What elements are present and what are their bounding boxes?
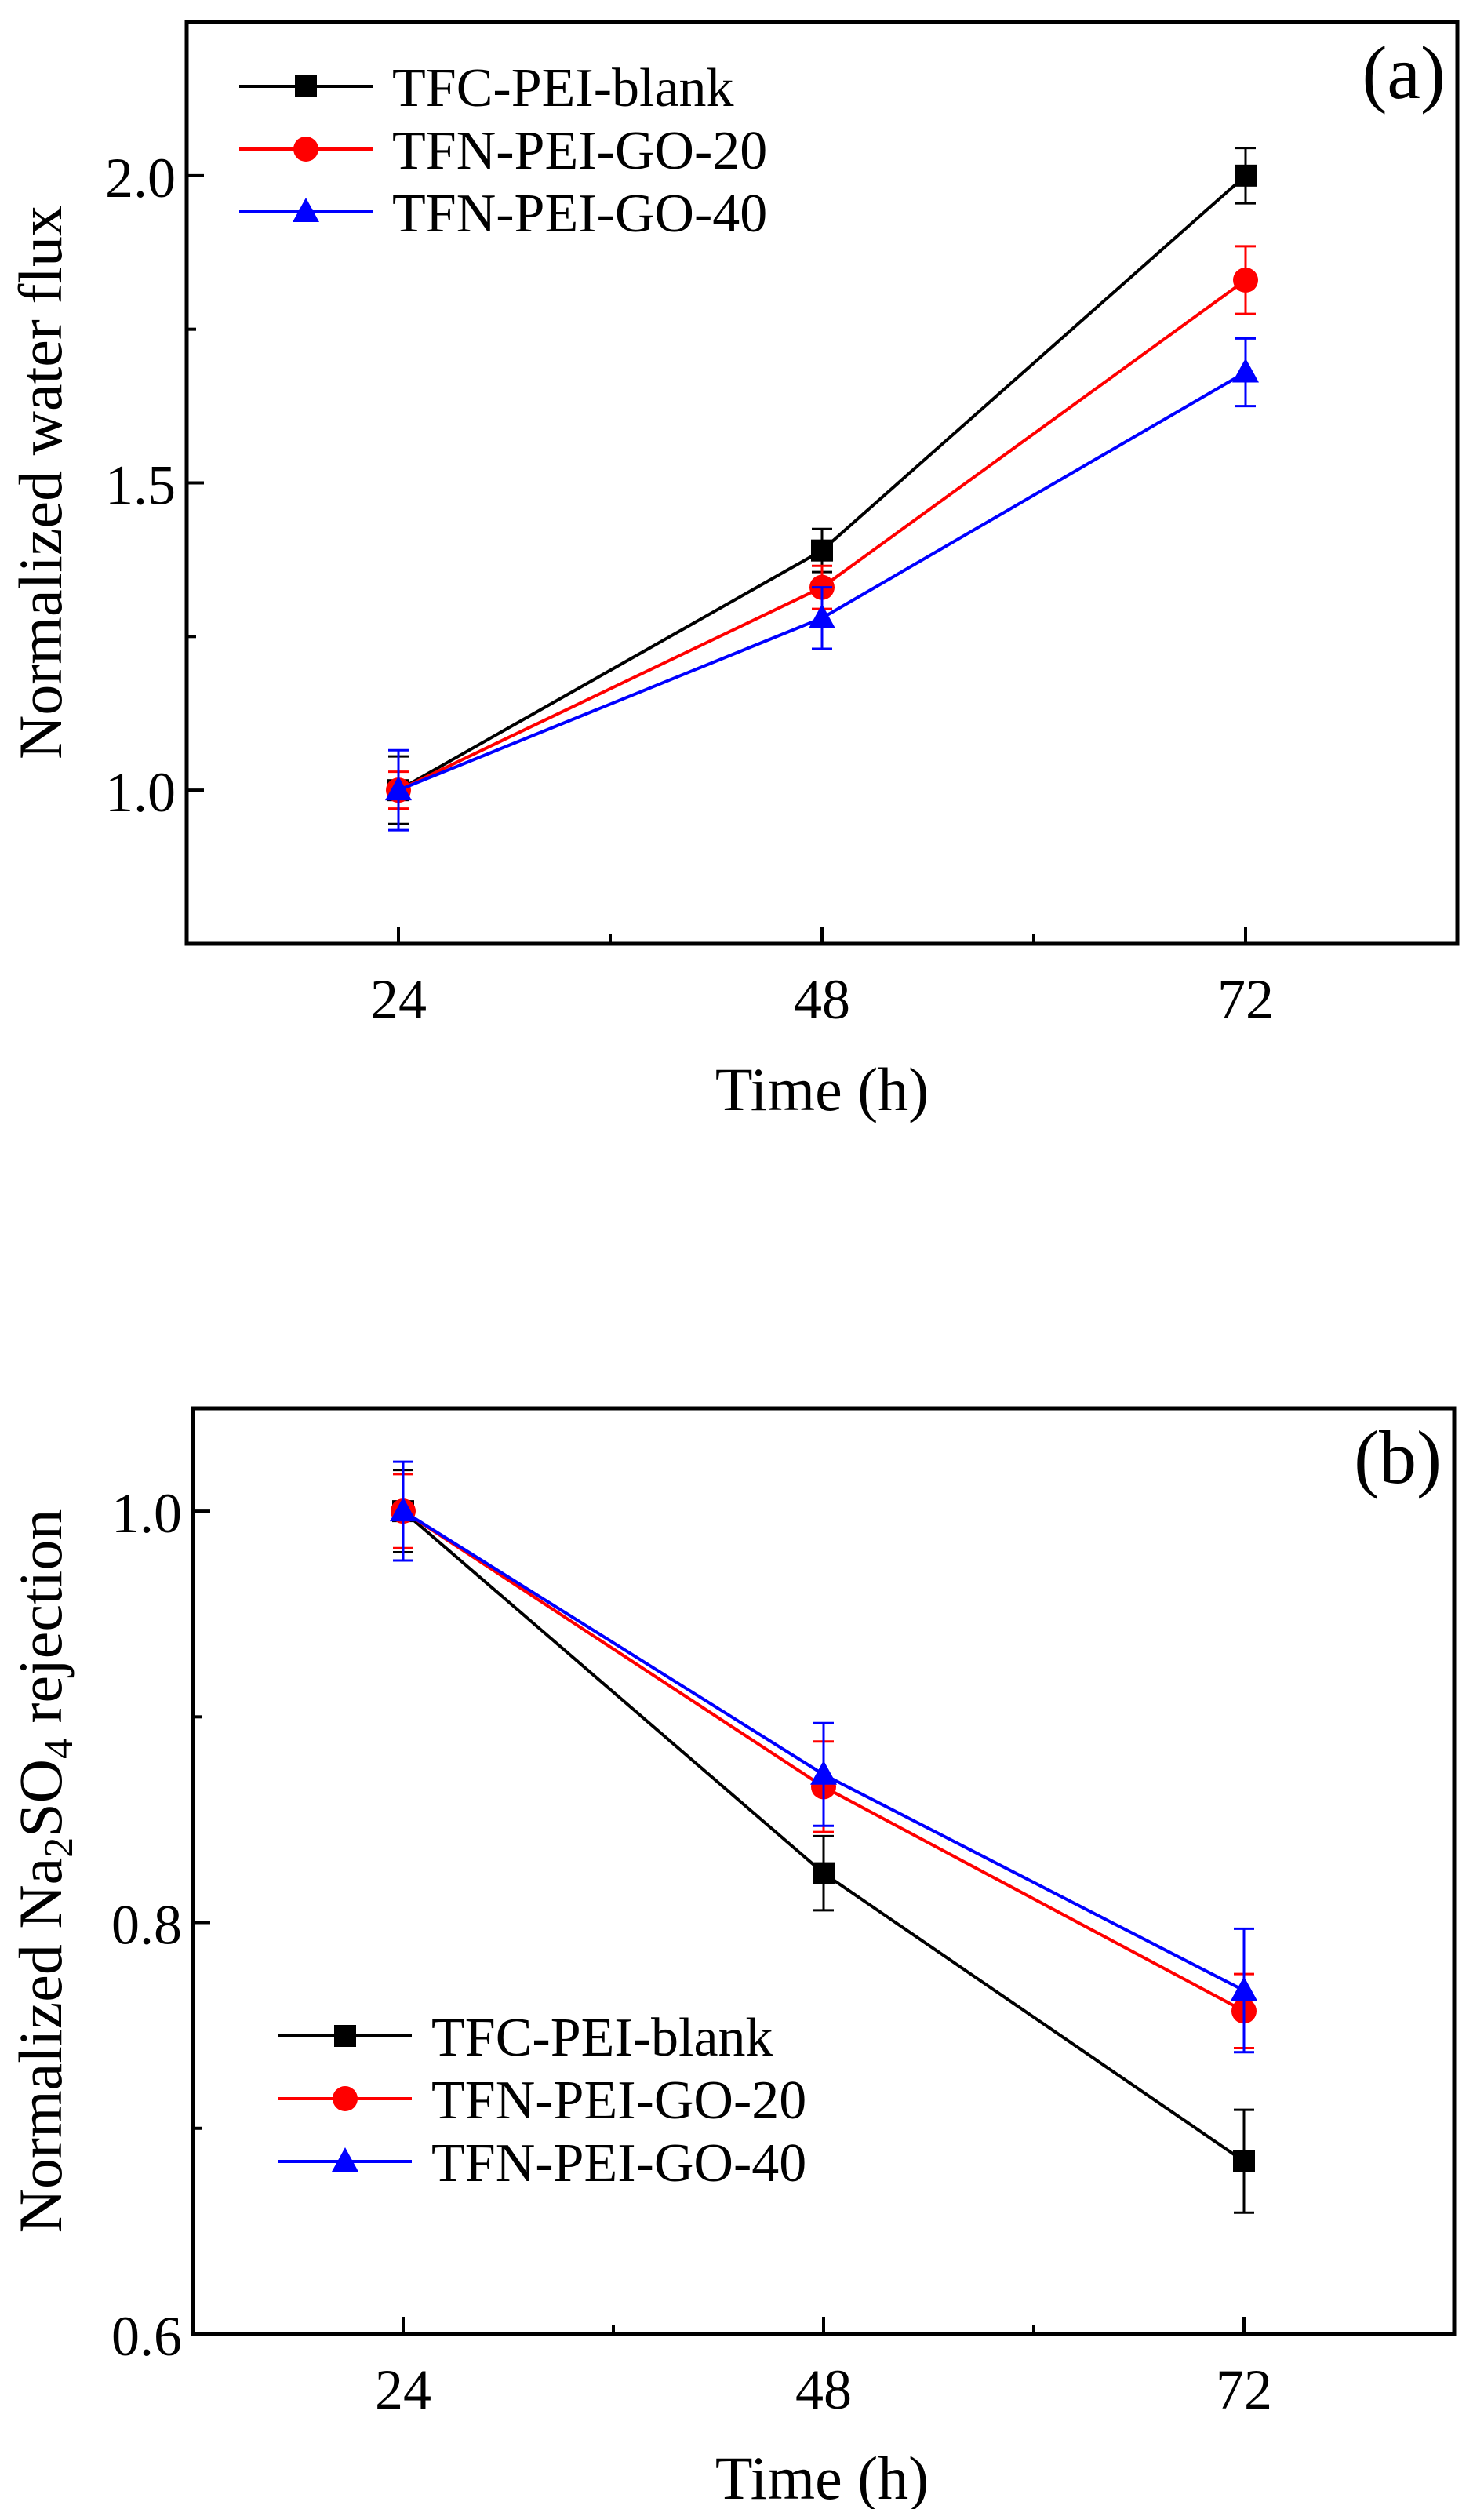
x-tick-label: 48 (795, 2358, 852, 2421)
x-tick-label: 24 (375, 2358, 431, 2421)
y-tick-label: 1.5 (105, 454, 176, 517)
data-point (813, 1862, 835, 1884)
series-TFC-PEI-blank (387, 147, 1257, 825)
panel-b-y-label-sub: 4 (37, 1739, 82, 1759)
legend-label: TFN-PEI-GO-20 (431, 2070, 806, 2131)
data-point (1233, 268, 1258, 293)
data-point (385, 776, 412, 801)
panel-b-y-label-part: Normalized Na (6, 1858, 75, 2234)
legend-marker (293, 137, 318, 162)
y-tick-label: 0.8 (111, 1894, 182, 1957)
data-point (811, 539, 833, 562)
y-tick-label: 0.6 (111, 2305, 182, 2368)
x-tick-label: 72 (1217, 968, 1274, 1031)
data-point (1231, 1976, 1257, 2001)
legend-item: TFN-PEI-GO-40 (239, 184, 767, 244)
data-point (809, 603, 835, 628)
panel-b-x-axis-label: Time (h) (715, 2444, 929, 2509)
y-tick-label: 2.0 (105, 147, 176, 209)
legend-item: TFC-PEI-blank (239, 58, 734, 118)
legend-marker (333, 2086, 358, 2111)
legend-label: TFN-PEI-GO-20 (392, 121, 767, 181)
panel-b-y-axis-label: Normalized Na2SO4 rejection (6, 1509, 82, 2234)
series-line (398, 174, 1247, 792)
y-tick-label: 1.0 (111, 1482, 182, 1545)
panel-b-rejection-chart: 0.60.81.0 24 48 72 TFC-PEI-blankTFN-PEI-GO… (6, 1406, 1457, 2509)
data-point (810, 1760, 837, 1785)
panel-b-y-label-sub: 2 (37, 1837, 82, 1858)
panel-b-y-label-part: rejection (6, 1509, 75, 1739)
legend-item: TFN-PEI-GO-20 (278, 2070, 806, 2131)
x-tick-label: 48 (794, 968, 850, 1031)
legend-label: TFC-PEI-blank (431, 2008, 773, 2068)
data-point (1232, 358, 1259, 383)
legend-item: TFN-PEI-GO-40 (278, 2133, 806, 2194)
legend-item: TFN-PEI-GO-20 (239, 121, 767, 181)
panel-b-y-label-part: SO (6, 1759, 75, 1837)
legend-marker (332, 2147, 358, 2172)
series-TFN-PEI-GO-40 (390, 1460, 1257, 2054)
x-tick-label: 72 (1216, 2358, 1272, 2421)
panel-a-x-axis-label: Time (h) (715, 1055, 929, 1123)
data-point (1235, 164, 1257, 187)
x-tick-label: 24 (370, 968, 427, 1031)
panel-a-label: (a) (1362, 31, 1446, 115)
legend-label: TFN-PEI-GO-40 (392, 184, 767, 244)
legend-item: TFC-PEI-blank (278, 2008, 773, 2068)
y-tick-label: 1.0 (105, 761, 176, 824)
legend-marker (295, 75, 317, 97)
legend-marker (293, 198, 319, 222)
panel-a-y-axis-label: Normalized water flux (6, 206, 75, 759)
series-TFN-PEI-GO-40 (385, 337, 1259, 832)
panel-a-flux-chart: 1.01.52.0 24 48 72 TFC-PEI-blankTFN-PEI-GO… (6, 20, 1460, 1123)
legend-marker (334, 2025, 356, 2047)
data-point (1233, 2150, 1255, 2172)
legend-label: TFN-PEI-GO-40 (431, 2133, 806, 2194)
data-point (390, 1497, 416, 1522)
legend-label: TFC-PEI-blank (392, 58, 734, 118)
panel-b-label: (b) (1354, 1415, 1442, 1499)
panel-a-plot-frame (184, 20, 1460, 946)
